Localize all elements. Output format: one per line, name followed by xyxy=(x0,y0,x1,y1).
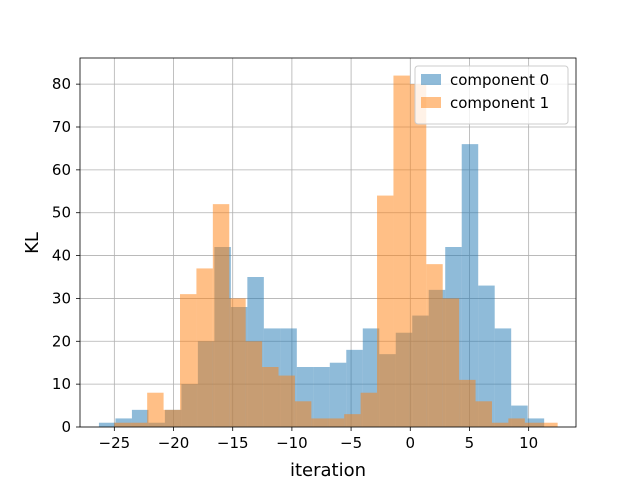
y-tick-label: 70 xyxy=(52,118,71,136)
x-tick-label: −20 xyxy=(158,434,190,452)
histogram-bar xyxy=(180,294,197,427)
y-tick-label: 10 xyxy=(52,375,71,393)
y-tick-label: 20 xyxy=(52,332,71,350)
histogram-bar xyxy=(147,392,164,427)
histogram-bar xyxy=(377,195,394,427)
plot-frame xyxy=(79,57,577,428)
legend: component 0 component 1 xyxy=(414,65,569,125)
histogram-bar xyxy=(163,409,181,427)
histogram-bar xyxy=(294,401,312,427)
y-tick-label: 60 xyxy=(52,161,71,179)
histogram-bar xyxy=(459,379,476,427)
histogram-bar xyxy=(98,422,116,427)
histogram-bar xyxy=(212,204,230,427)
histogram-bar xyxy=(313,367,330,427)
y-axis-title: KL xyxy=(22,232,43,254)
y-tick-label: 40 xyxy=(52,247,71,265)
histogram-bar xyxy=(508,418,525,427)
histogram-bar xyxy=(130,422,148,427)
histogram-bar xyxy=(393,75,410,428)
x-tick-label: −5 xyxy=(340,434,362,452)
x-axis-title: iteration xyxy=(290,460,366,480)
histogram-bar xyxy=(245,341,263,427)
legend-label: component 1 xyxy=(450,94,549,112)
y-tick-label: 0 xyxy=(61,418,71,436)
y-tick-label: 50 xyxy=(52,204,71,222)
histogram-bar xyxy=(329,362,347,427)
histogram-bar xyxy=(262,367,279,427)
x-tick-label: 5 xyxy=(465,434,475,452)
histogram-bar xyxy=(409,84,427,428)
histogram-bar xyxy=(475,401,492,427)
histogram-bar xyxy=(442,298,460,427)
histogram-bar xyxy=(114,422,131,427)
histogram-bar xyxy=(327,418,345,427)
histogram-bar xyxy=(229,298,246,427)
histogram-bar xyxy=(491,422,509,427)
histogram-bar xyxy=(461,144,479,427)
histogram-bar xyxy=(346,349,363,427)
histogram-bar xyxy=(311,418,328,427)
y-ticks: 0 10 20 30 40 50 60 70 80 xyxy=(52,75,80,436)
histogram-bar xyxy=(360,392,378,427)
x-tick-label: 0 xyxy=(405,434,415,452)
histogram-bar xyxy=(478,285,495,427)
y-tick-label: 80 xyxy=(52,75,71,93)
histogram-bar xyxy=(196,268,213,427)
bars xyxy=(98,75,558,428)
histogram-bar xyxy=(524,422,542,427)
legend-box xyxy=(414,65,569,125)
x-ticks: −25 −20 −15 −10 −5 0 5 10 xyxy=(99,427,538,452)
series-1-bars xyxy=(114,75,558,428)
histogram-bar xyxy=(541,422,558,427)
histogram-bar xyxy=(344,414,361,427)
legend-swatch xyxy=(421,97,441,108)
x-tick-label: −10 xyxy=(276,434,308,452)
legend-swatch xyxy=(421,74,441,85)
histogram-bar xyxy=(494,328,512,427)
histogram-bar xyxy=(278,375,295,427)
x-tick-label: −25 xyxy=(99,434,131,452)
legend-label: component 0 xyxy=(450,71,549,89)
x-tick-label: 10 xyxy=(519,434,538,452)
x-tick-label: −15 xyxy=(217,434,249,452)
histogram-bar xyxy=(426,264,443,427)
y-tick-label: 30 xyxy=(52,289,71,307)
